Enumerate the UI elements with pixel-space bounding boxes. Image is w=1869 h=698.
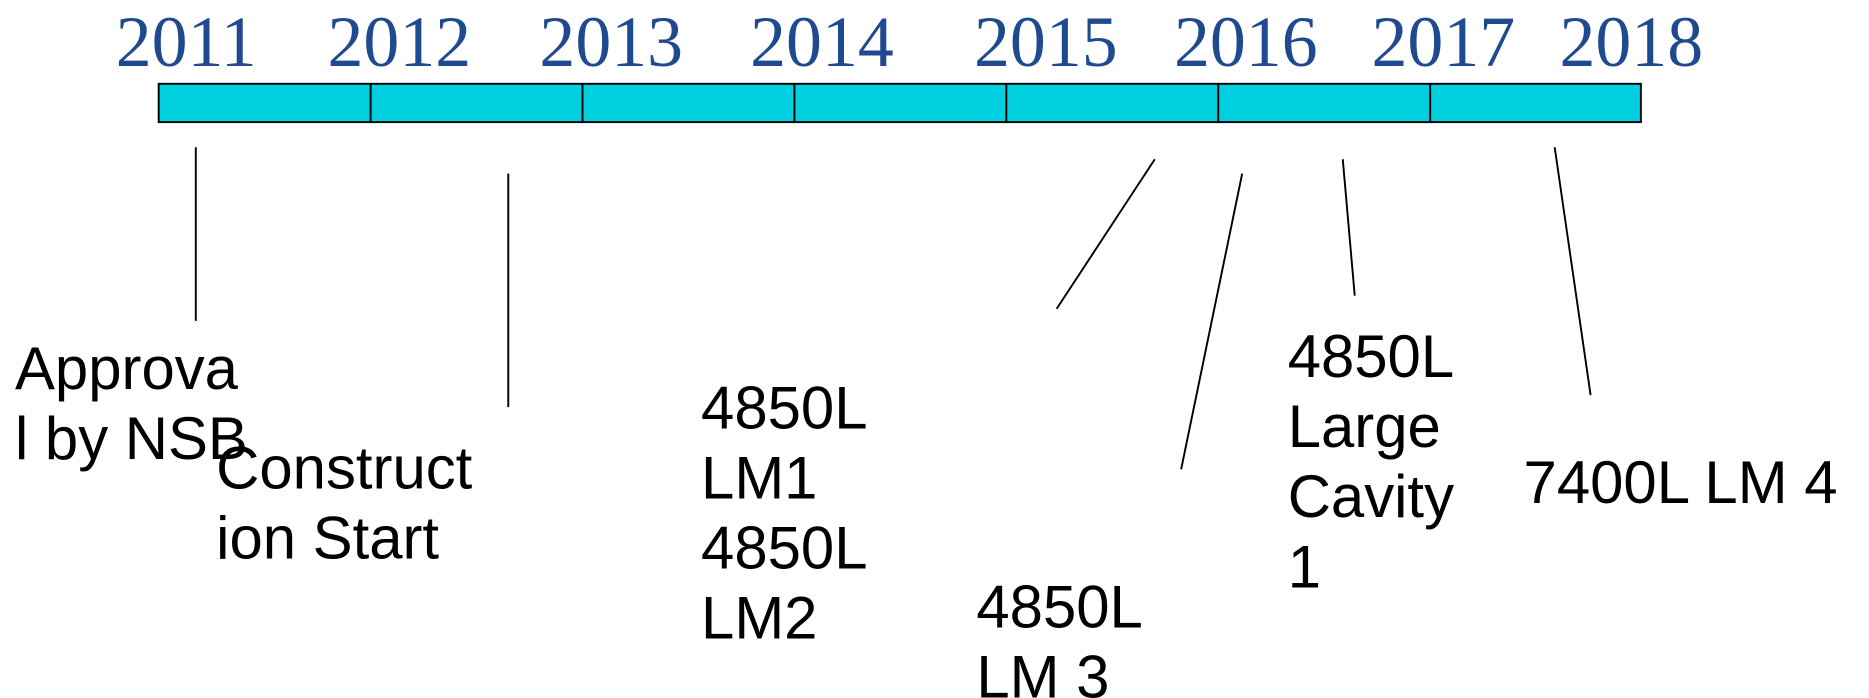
connector xyxy=(1055,158,1156,310)
year-label: 2013 xyxy=(539,2,683,82)
event-label-line: Cavity xyxy=(1288,463,1454,530)
event-label-line: LM1 xyxy=(701,445,817,512)
year-label: 2015 xyxy=(974,2,1118,82)
event-label: 7400L LM 4 xyxy=(1524,449,1838,516)
connectors xyxy=(194,147,1592,470)
event-label-line: 1 xyxy=(1288,533,1321,600)
event-label-line: LM 3 xyxy=(976,643,1109,698)
bar xyxy=(157,82,1642,124)
event-label-line: 4850L xyxy=(701,515,867,582)
event-label-line: 4850L xyxy=(701,375,867,442)
event-label-line: 7400L LM 4 xyxy=(1524,449,1838,516)
connector xyxy=(1341,159,1356,296)
year-label: 2012 xyxy=(327,2,471,82)
event-label-line: 4850L xyxy=(1288,323,1454,390)
timeline-bar xyxy=(157,82,1642,124)
event-label-line: Large xyxy=(1288,393,1441,460)
event-label-line: l by NSB xyxy=(15,405,248,472)
year-label: 2016 xyxy=(1174,2,1318,82)
event-label-line: 4850L xyxy=(976,573,1142,640)
event-label-line: Construct xyxy=(216,434,473,501)
year-label: 2011 xyxy=(116,2,257,82)
connector xyxy=(1553,147,1592,396)
year-label: 2014 xyxy=(750,2,894,82)
connector xyxy=(1180,173,1244,470)
event-label-line: LM2 xyxy=(701,585,817,652)
year-label: 2018 xyxy=(1559,2,1703,82)
event-label-line: Approva xyxy=(15,335,239,402)
year-label: 2017 xyxy=(1372,2,1516,82)
event-label-line: ion Start xyxy=(216,505,439,572)
